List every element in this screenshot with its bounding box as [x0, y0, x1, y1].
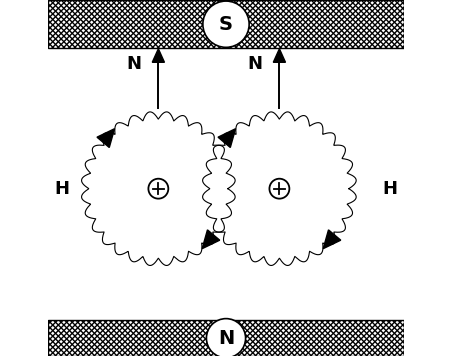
Polygon shape [217, 129, 235, 147]
Text: N: N [126, 55, 141, 73]
Text: N: N [246, 55, 262, 73]
Polygon shape [322, 230, 340, 248]
Text: H: H [55, 180, 69, 198]
Text: N: N [217, 329, 234, 348]
Circle shape [202, 1, 249, 47]
Bar [48, 320, 403, 356]
Bar [48, 0, 403, 48]
Circle shape [148, 179, 168, 199]
Polygon shape [202, 230, 219, 248]
Bar [48, 320, 403, 356]
Circle shape [206, 319, 245, 356]
Text: H: H [382, 180, 396, 198]
Polygon shape [97, 129, 114, 147]
Polygon shape [152, 49, 164, 62]
Polygon shape [273, 49, 285, 62]
Text: S: S [219, 15, 232, 34]
Bar [48, 0, 403, 48]
Circle shape [269, 179, 289, 199]
